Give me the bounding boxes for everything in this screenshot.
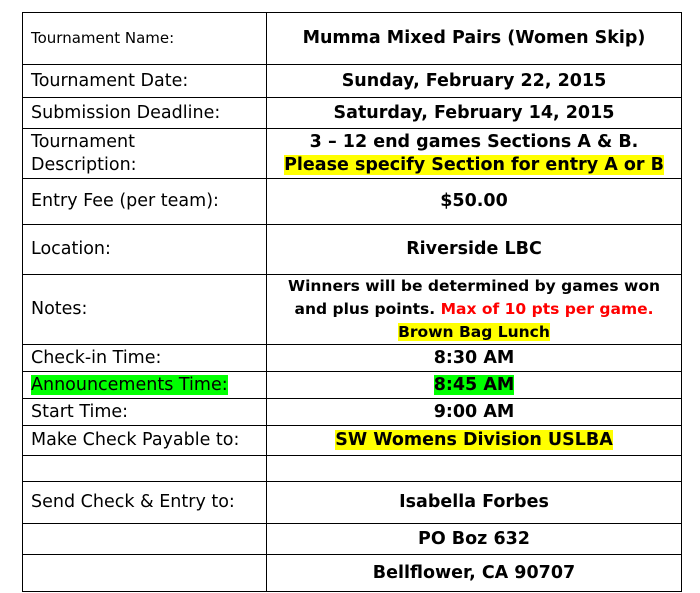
table-row: Start Time: 9:00 AM	[22, 398, 682, 426]
send-name-value: Isabella Forbes	[266, 481, 682, 524]
table-row: Location: Riverside LBC	[22, 224, 682, 275]
entry-fee-value: $50.00	[266, 178, 682, 225]
checkin-time-value: 8:30 AM	[266, 344, 682, 372]
empty-cell	[22, 523, 267, 555]
payable-highlight: SW Womens Division USLBA	[335, 430, 613, 450]
empty-cell	[22, 554, 267, 592]
table-row: Check-in Time: 8:30 AM	[22, 344, 682, 372]
location-value: Riverside LBC	[266, 224, 682, 275]
table-row: Notes: Winners will be determined by gam…	[22, 274, 682, 345]
send-city-value: Bellflower, CA 90707	[266, 554, 682, 592]
description-line-1: 3 – 12 end games Sections A & B.	[309, 131, 639, 152]
table-row: Tournament Name: Mumma Mixed Pairs (Wome…	[22, 12, 682, 65]
table-row: Bellflower, CA 90707	[22, 554, 682, 592]
description-label-line-2: Description:	[31, 154, 137, 175]
start-time-value: 9:00 AM	[266, 398, 682, 426]
notes-line-2: and plus points.	[294, 300, 436, 318]
notes-max-points: Max of 10 pts per game.	[440, 300, 654, 318]
start-time-label: Start Time:	[22, 398, 267, 426]
tournament-description-label: Tournament Description:	[22, 128, 267, 179]
table-row: Submission Deadline: Saturday, February …	[22, 97, 682, 129]
section-note-highlight: Please specify Section for entry A or B	[284, 154, 664, 175]
table-row: Send Check & Entry to: Isabella Forbes	[22, 481, 682, 524]
notes-value: Winners will be determined by games won …	[266, 274, 682, 345]
payable-label: Make Check Payable to:	[22, 425, 267, 456]
submission-deadline-label: Submission Deadline:	[22, 97, 267, 129]
tournament-info-table: Tournament Name: Mumma Mixed Pairs (Wome…	[22, 12, 682, 592]
notes-lunch-highlight: Brown Bag Lunch	[398, 323, 550, 341]
payable-value: SW Womens Division USLBA	[266, 425, 682, 456]
tournament-date-label: Tournament Date:	[22, 64, 267, 98]
announcements-time-label: Announcements Time:	[22, 371, 267, 399]
notes-label: Notes:	[22, 274, 267, 345]
checkin-time-label: Check-in Time:	[22, 344, 267, 372]
tournament-description-value: 3 – 12 end games Sections A & B. Please …	[266, 128, 682, 179]
table-row: Entry Fee (per team): $50.00	[22, 178, 682, 225]
table-row: Make Check Payable to: SW Womens Divisio…	[22, 425, 682, 456]
empty-cell	[22, 455, 267, 482]
empty-cell	[266, 455, 682, 482]
submission-deadline-value: Saturday, February 14, 2015	[266, 97, 682, 129]
announcements-value-highlight: 8:45 AM	[433, 374, 515, 395]
announcements-time-value: 8:45 AM	[266, 371, 682, 399]
location-label: Location:	[22, 224, 267, 275]
description-label-line-1: Tournament	[31, 131, 135, 152]
send-check-label: Send Check & Entry to:	[22, 481, 267, 524]
table-row: PO Boz 632	[22, 523, 682, 555]
tournament-date-value: Sunday, February 22, 2015	[266, 64, 682, 98]
table-row-empty	[22, 455, 682, 482]
announcements-label-highlight: Announcements Time:	[31, 374, 228, 395]
table-row: Tournament Description: 3 – 12 end games…	[22, 128, 682, 179]
tournament-name-label: Tournament Name:	[22, 12, 267, 65]
notes-line-1: Winners will be determined by games won	[287, 277, 661, 295]
send-address-value: PO Boz 632	[266, 523, 682, 555]
entry-fee-label: Entry Fee (per team):	[22, 178, 267, 225]
tournament-name-value: Mumma Mixed Pairs (Women Skip)	[266, 12, 682, 65]
table-row: Tournament Date: Sunday, February 22, 20…	[22, 64, 682, 98]
table-row: Announcements Time: 8:45 AM	[22, 371, 682, 399]
